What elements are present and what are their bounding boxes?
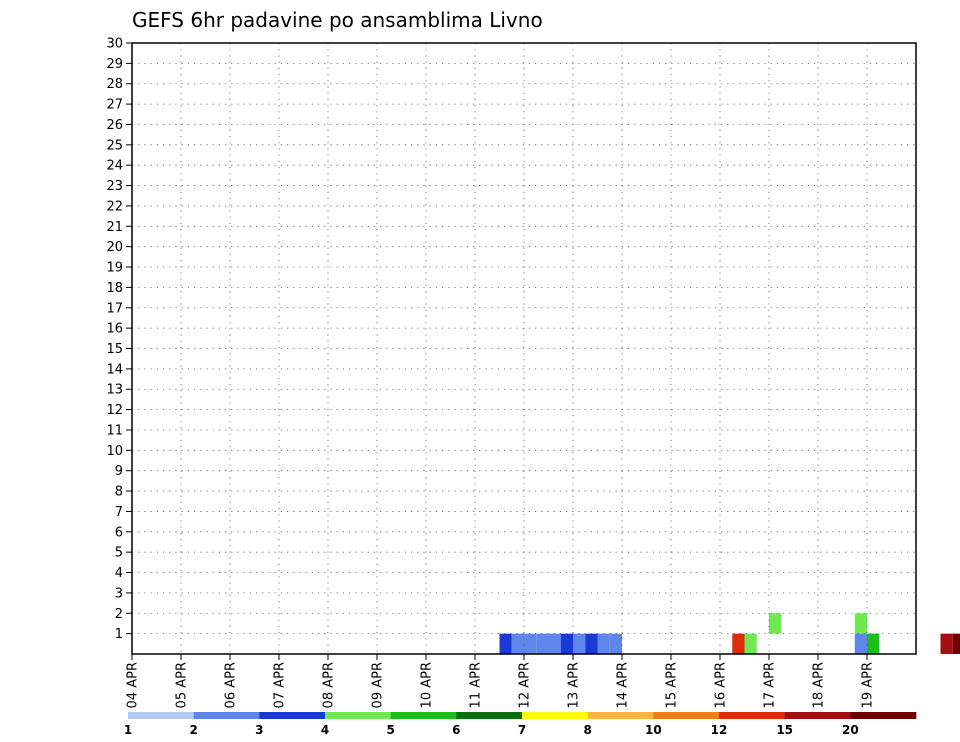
heatmap-cell: [867, 633, 880, 654]
x-tick-label: 13 APR: [567, 662, 582, 708]
x-tick-label: 15 APR: [665, 662, 680, 708]
colorbar-swatch: [456, 712, 523, 719]
y-tick-label: 5: [115, 546, 123, 561]
colorbar-label: 5: [386, 723, 394, 737]
colorbar-swatch: [259, 712, 326, 719]
heatmap-cell: [573, 633, 586, 654]
heatmap-cell: [732, 633, 745, 654]
colorbar-label: 7: [518, 723, 526, 737]
y-tick-label: 20: [106, 240, 123, 255]
heatmap-cell: [609, 633, 622, 654]
heatmap-cell: [585, 633, 598, 654]
colorbar-label: 15: [776, 723, 793, 737]
y-tick-label: 4: [115, 566, 123, 581]
colorbar-label: 20: [842, 723, 859, 737]
y-tick-label: 2: [115, 607, 123, 622]
y-tick-label: 26: [106, 118, 123, 133]
heatmap-cell: [524, 633, 537, 654]
colorbar-swatch: [719, 712, 785, 719]
y-tick-label: 3: [115, 586, 123, 601]
heatmap-cell: [511, 633, 524, 654]
colorbar-swatch: [193, 712, 260, 719]
y-tick-label: 24: [106, 159, 123, 174]
colorbar-label: 1: [124, 723, 132, 737]
colorbar-swatch: [587, 712, 654, 719]
heatmap-cells: [499, 613, 960, 654]
heatmap-cell: [854, 633, 867, 654]
x-tick-label: 12 APR: [518, 662, 533, 708]
y-tick-label: 21: [106, 220, 123, 235]
colorbar-swatch: [653, 712, 720, 719]
y-tick-label: 10: [106, 444, 123, 459]
y-tick-label: 1: [115, 627, 123, 642]
x-tick-label: 07 APR: [273, 662, 288, 708]
y-tick-label: 23: [106, 179, 123, 194]
y-tick-label: 29: [106, 57, 123, 72]
x-tick-label: 04 APR: [126, 662, 141, 708]
y-tick-label: 11: [106, 423, 123, 438]
colorbar-swatch: [390, 712, 457, 719]
y-tick-label: 12: [106, 403, 123, 418]
chart-title: GEFS 6hr padavine po ansamblima Livno: [132, 8, 543, 32]
y-tick-label: 30: [106, 37, 123, 52]
y-tick-label: 13: [106, 383, 123, 398]
colorbar-swatch: [850, 712, 917, 719]
colorbar-label: 8: [583, 723, 591, 737]
y-tick-label: 18: [106, 281, 123, 296]
heatmap-cell: [499, 633, 512, 654]
y-axis: 1234567891011121314151617181920212223242…: [106, 37, 132, 642]
colorbar-label: 4: [321, 723, 329, 737]
x-tick-label: 19 APR: [861, 662, 876, 708]
colorbar-swatch: [128, 712, 194, 719]
colorbar-label: 3: [255, 723, 263, 737]
colorbar-label: 10: [645, 723, 662, 737]
x-tick-label: 10 APR: [420, 662, 435, 708]
colorbar-swatch: [784, 712, 851, 719]
heatmap-cell: [744, 633, 757, 654]
colorbar-swatch: [325, 712, 391, 719]
y-tick-label: 14: [106, 362, 123, 377]
x-tick-label: 18 APR: [812, 662, 827, 708]
grid-lines: [132, 42, 916, 654]
heatmap-cell: [940, 633, 953, 654]
x-tick-label: 17 APR: [763, 662, 778, 708]
heatmap-cell: [548, 633, 561, 654]
y-tick-label: 16: [106, 322, 123, 337]
x-tick-label: 14 APR: [616, 662, 631, 708]
colorbar-label: 2: [189, 723, 197, 737]
heatmap-cell: [952, 633, 960, 654]
plot-frame: [131, 42, 917, 655]
x-tick-label: 05 APR: [175, 662, 190, 708]
x-axis: 04 APR 05 APR 06 APR 07 APR 08 APR 09 APR 10 A…: [126, 654, 876, 708]
colorbar-legend: 1 2 3 4 5 6 7 8 10 12 15 20: [124, 712, 917, 737]
y-tick-label: 9: [115, 464, 123, 479]
y-tick-label: 28: [106, 77, 123, 92]
heatmap-cell: [769, 613, 782, 634]
x-tick-label: 09 APR: [371, 662, 386, 708]
y-tick-label: 7: [115, 505, 123, 520]
y-tick-label: 22: [106, 199, 123, 214]
y-tick-label: 17: [106, 301, 123, 316]
y-tick-label: 8: [115, 485, 123, 500]
x-tick-label: 16 APR: [714, 662, 729, 708]
colorbar-swatch: [522, 712, 588, 719]
heatmap-cell: [560, 633, 573, 654]
heatmap-cell: [854, 613, 867, 634]
colorbar-label: 6: [452, 723, 460, 737]
y-tick-label: 19: [106, 261, 123, 276]
y-tick-label: 27: [106, 98, 123, 113]
colorbar-label: 12: [711, 723, 728, 737]
heatmap-cell: [597, 633, 610, 654]
y-tick-label: 25: [106, 138, 123, 153]
y-tick-label: 15: [106, 342, 123, 357]
x-tick-label: 08 APR: [322, 662, 337, 708]
y-tick-label: 6: [115, 525, 123, 540]
heatmap-cell: [536, 633, 549, 654]
x-tick-label: 11 APR: [469, 662, 484, 708]
x-tick-label: 06 APR: [224, 662, 239, 708]
